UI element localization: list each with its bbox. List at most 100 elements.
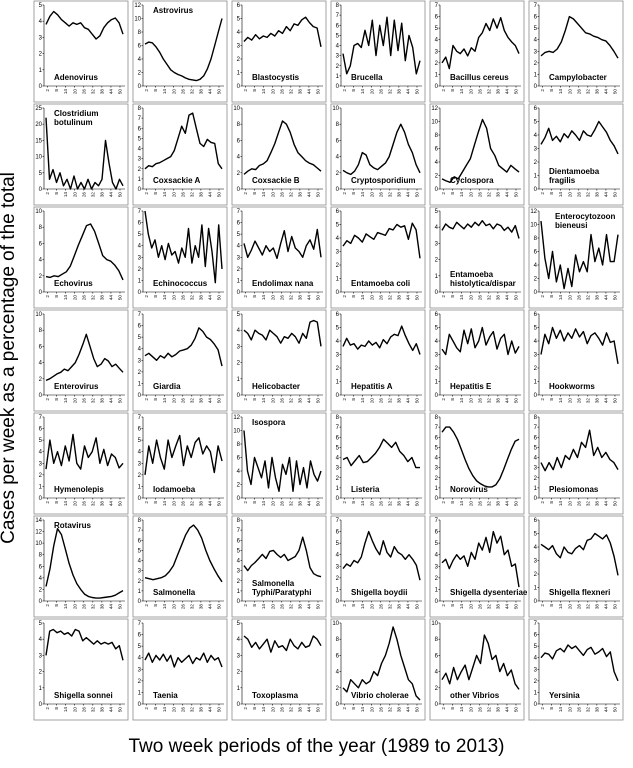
x-tick-label: 38 [495, 501, 500, 507]
series-line [441, 118, 520, 184]
x-tick-label: 26 [477, 192, 482, 198]
x-tick-label: 2 [243, 501, 248, 504]
panel-title: Hymenolepis [54, 485, 104, 494]
y-tick-label: 4 [39, 450, 43, 456]
y-tick-label: 0 [534, 290, 538, 296]
x-tick-label: 50 [316, 295, 321, 301]
x-tick-label: 50 [118, 192, 123, 198]
series-line [540, 120, 619, 155]
y-tick-label: 1 [435, 274, 439, 280]
y-tick-label: 0 [336, 496, 340, 502]
series-line [342, 530, 421, 581]
x-tick-label: 2 [144, 501, 149, 504]
y-tick-label: 0 [336, 599, 340, 605]
x-tick-label: 44 [208, 192, 213, 198]
y-tick-label: 8 [138, 518, 142, 524]
y-tick-label: 3 [534, 49, 538, 55]
x-tick-label: 44 [307, 501, 312, 507]
x-tick-label: 20 [567, 398, 572, 404]
y-tick-label: 2 [39, 587, 43, 593]
x-tick-label: 38 [198, 398, 203, 404]
panel-frame [429, 515, 525, 618]
y-tick-label: 4 [336, 339, 340, 345]
x-tick-label: 8 [252, 604, 257, 607]
panel-frame [132, 0, 228, 103]
x-tick-label: 2 [441, 89, 446, 92]
y-tick-label: 10 [332, 106, 339, 112]
x-tick-label: 50 [415, 604, 420, 610]
y-tick-label: 6 [138, 221, 142, 227]
x-tick-label: 20 [270, 398, 275, 404]
x-tick-label: 14 [162, 501, 167, 507]
panel-title: Plesiomonas [549, 485, 599, 494]
x-tick-label: 26 [279, 398, 284, 404]
y-tick-label: 8 [534, 415, 538, 421]
x-tick-label: 14 [360, 707, 365, 713]
panel-listeria: 0 1 2 3 4 5 6 7 8 2 8 14 20 26 32 38 44 50 Listeria [330, 412, 426, 515]
x-tick-label: 44 [307, 89, 312, 95]
x-tick-label: 20 [369, 604, 374, 610]
x-tick-label: 20 [567, 192, 572, 198]
y-tick-label: 0 [435, 290, 439, 296]
x-tick-label: 2 [441, 707, 446, 710]
y-tick-label: 0 [39, 702, 43, 708]
panel-helicobacter: 0 1 2 3 4 5 2 8 14 20 26 32 38 44 50 Helicobacter [231, 309, 327, 412]
x-tick-label: 44 [604, 604, 609, 610]
x-tick-label: 20 [468, 295, 473, 301]
x-tick-label: 50 [613, 398, 618, 404]
x-tick-label: 38 [495, 89, 500, 95]
x-tick-label: 26 [378, 604, 383, 610]
x-tick-label: 32 [189, 295, 194, 301]
y-tick-label: 0 [237, 599, 241, 605]
panel-title: Campylobacter [549, 73, 607, 82]
y-tick-label: 4 [39, 637, 43, 643]
x-tick-label: 26 [477, 707, 482, 713]
x-tick-label: 44 [406, 501, 411, 507]
panel-frame [330, 0, 426, 103]
x-tick-label: 44 [307, 398, 312, 404]
y-tick-label: 7 [138, 209, 142, 215]
y-tick-label: 2 [138, 473, 142, 479]
y-tick-label: 1 [336, 587, 340, 593]
x-tick-label: 44 [307, 295, 312, 301]
x-tick-label: 50 [217, 192, 222, 198]
x-tick-label: 32 [486, 192, 491, 198]
y-tick-label: 2 [336, 476, 340, 482]
x-tick-label: 20 [171, 295, 176, 301]
y-tick-label: 2 [336, 576, 340, 582]
y-tick-label: 7 [39, 415, 43, 421]
x-tick-label: 32 [90, 192, 95, 198]
x-tick-label: 44 [406, 398, 411, 404]
x-tick-label: 26 [180, 707, 185, 713]
y-tick-label: 1 [138, 589, 142, 595]
y-tick-label: 2 [138, 167, 142, 173]
x-tick-label: 50 [514, 707, 519, 713]
x-tick-label: 14 [558, 192, 563, 198]
panel-title: Entamoeba coli [351, 279, 410, 288]
x-tick-label: 38 [594, 295, 599, 301]
y-tick-label: 0 [237, 496, 241, 502]
series-line [144, 327, 223, 367]
y-tick-label: 2 [237, 361, 241, 367]
y-tick-label: 0 [138, 496, 142, 502]
y-tick-label: 4 [435, 339, 439, 345]
x-tick-label: 32 [387, 295, 392, 301]
y-tick-label: 1 [534, 690, 538, 696]
panel-giardia: 0 1 2 3 4 5 6 7 2 8 14 20 26 32 38 44 50 Giardia [132, 309, 228, 412]
y-tick-label: 0 [435, 702, 439, 708]
y-tick-label: 8 [138, 106, 142, 112]
x-tick-label: 8 [450, 398, 455, 401]
panel-title: histolytica/dispar [450, 279, 516, 288]
x-tick-label: 14 [360, 501, 365, 507]
x-tick-label: 26 [378, 192, 383, 198]
x-tick-label: 26 [279, 501, 284, 507]
x-tick-label: 38 [594, 604, 599, 610]
x-tick-label: 32 [288, 398, 293, 404]
y-tick-label: 1 [336, 277, 340, 283]
x-tick-label: 14 [261, 398, 266, 404]
y-tick-label: 1 [237, 589, 241, 595]
x-tick-label: 50 [613, 707, 618, 713]
panel-endolimax-nana: 0 1 2 3 4 5 6 7 2 8 14 20 26 32 38 44 50 Endolimax nana [231, 206, 327, 309]
y-tick-label: 0 [435, 187, 439, 193]
x-tick-label: 8 [549, 604, 554, 607]
